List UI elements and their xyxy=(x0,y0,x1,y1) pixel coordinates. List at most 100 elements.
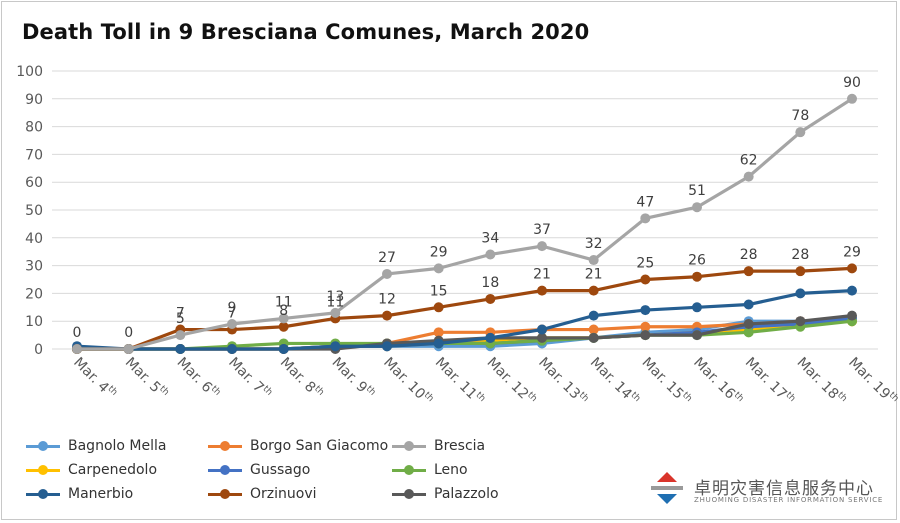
data-label: 9 xyxy=(228,300,237,316)
data-point xyxy=(795,266,806,277)
x-tick-label: Mar. 13th xyxy=(535,354,590,409)
data-point xyxy=(278,344,289,354)
legend-swatch-dot xyxy=(220,465,230,475)
series-layer xyxy=(72,93,857,354)
legend-swatch xyxy=(208,488,242,500)
x-tick-label: Mar. 18th xyxy=(794,354,849,409)
data-point xyxy=(72,344,82,354)
data-point xyxy=(537,241,547,252)
y-tick-label: 40 xyxy=(25,231,43,247)
data-point xyxy=(330,341,341,352)
data-label: 12 xyxy=(378,292,396,308)
data-point xyxy=(692,302,702,313)
legend-swatch-dot xyxy=(404,465,414,475)
data-label: 34 xyxy=(481,230,499,246)
data-point xyxy=(278,321,289,332)
data-point xyxy=(588,285,599,296)
data-label: 29 xyxy=(430,244,448,260)
data-point xyxy=(382,310,392,321)
legend-label: Palazzolo xyxy=(434,486,499,502)
data-point xyxy=(175,330,186,341)
data-point xyxy=(640,213,651,224)
data-label: 78 xyxy=(791,108,809,124)
x-tick-main: Mar. 16 xyxy=(690,355,738,403)
data-point xyxy=(743,318,754,329)
x-tick-label: Mar. 12th xyxy=(484,354,539,409)
data-label: 25 xyxy=(636,256,654,272)
legend-swatch-dot xyxy=(220,441,230,451)
legend-swatch-dot xyxy=(404,441,414,451)
legend-swatch xyxy=(208,440,242,452)
x-tick-label: Mar. 15th xyxy=(639,354,694,409)
y-tick-label: 80 xyxy=(25,120,43,136)
x-tick-main: Mar. 19 xyxy=(845,355,893,403)
data-point xyxy=(692,271,702,282)
x-tick-label: Mar. 10th xyxy=(380,354,435,409)
data-label: 27 xyxy=(378,250,396,266)
data-point xyxy=(588,310,599,321)
data-point xyxy=(433,338,444,349)
legend-label: Gussago xyxy=(250,462,311,478)
data-label: 8 xyxy=(279,303,288,319)
legend-item: Borgo San Giacomo xyxy=(208,436,388,456)
legend-swatch xyxy=(26,488,60,500)
data-label: 5 xyxy=(176,311,185,327)
data-point xyxy=(795,316,806,327)
legend-item: Carpenedolo xyxy=(26,460,157,480)
x-tick-main: Mar. 13 xyxy=(535,355,583,403)
x-tick-label: Mar. 7th xyxy=(225,354,274,403)
legend-label: Carpenedolo xyxy=(68,462,158,478)
data-point xyxy=(123,344,134,354)
data-label: 0 xyxy=(73,325,82,341)
x-tick-label: Mar. 9th xyxy=(329,354,378,403)
legend-swatch-dot xyxy=(38,489,48,499)
legend-item: Brescia xyxy=(392,436,485,456)
data-label: 13 xyxy=(326,289,344,305)
legend-swatch-dot xyxy=(220,489,230,499)
data-point xyxy=(588,324,599,335)
x-tick-label: Mar. 5th xyxy=(122,354,171,403)
legend-swatch-dot xyxy=(38,465,48,475)
y-tick-label: 0 xyxy=(34,342,43,358)
x-tick-label: Mar. 6th xyxy=(174,354,223,403)
series-brescia xyxy=(72,93,857,354)
watermark-logo: 卓明灾害信息服务中心 ZHUOMING DISASTER INFORMATION… xyxy=(648,470,888,510)
logo-mark-icon xyxy=(651,472,683,504)
data-label: 21 xyxy=(533,267,551,283)
data-label: 26 xyxy=(688,253,706,269)
y-tick-label: 100 xyxy=(16,64,43,80)
legend-swatch-dot xyxy=(404,489,414,499)
y-tick-label: 10 xyxy=(25,314,43,330)
x-tick-main: Mar. 14 xyxy=(587,355,635,403)
x-tick-label: Mar. 16th xyxy=(690,354,745,409)
data-point xyxy=(330,307,341,318)
series-manerbio xyxy=(72,285,857,354)
data-label: 62 xyxy=(740,153,758,169)
legend-label: Borgo San Giacomo xyxy=(250,438,389,454)
data-point xyxy=(485,293,496,304)
legend-label: Bagnolo Mella xyxy=(68,438,167,454)
data-point xyxy=(433,263,444,274)
data-point xyxy=(485,249,496,260)
data-point xyxy=(640,330,651,341)
data-point xyxy=(847,285,857,296)
data-point xyxy=(588,255,599,266)
data-point xyxy=(433,302,444,313)
data-label: 51 xyxy=(688,183,706,199)
data-label: 7 xyxy=(176,306,185,322)
logo-english-text: ZHUOMING DISASTER INFORMATION SERVICE xyxy=(694,496,884,504)
series-line xyxy=(76,289,853,351)
data-label: 47 xyxy=(636,194,654,210)
chart-title: Death Toll in 9 Bresciana Comunes, March… xyxy=(22,20,590,44)
y-tick-label: 50 xyxy=(25,203,43,219)
x-tick-label: Mar. 14th xyxy=(587,354,642,409)
legend-item: Manerbio xyxy=(26,484,133,504)
legend-swatch xyxy=(392,488,426,500)
y-axis-ticks: 0 10 20 30 40 50 60 70 80 90 100 xyxy=(16,64,43,358)
y-tick-label: 90 xyxy=(25,92,43,108)
data-point xyxy=(847,310,857,321)
data-point xyxy=(175,344,186,354)
x-tick-main: Mar. 15 xyxy=(639,355,687,403)
